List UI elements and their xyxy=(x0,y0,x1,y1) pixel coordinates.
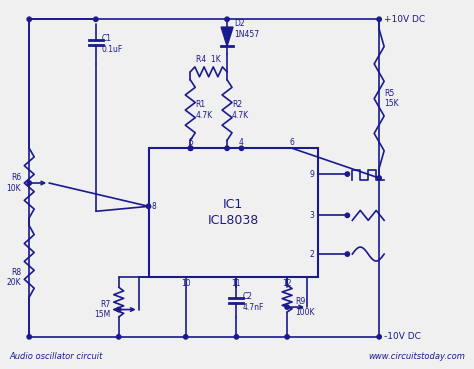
Circle shape xyxy=(234,335,238,339)
Text: D2
1N457: D2 1N457 xyxy=(234,19,259,39)
Text: Audio oscillator circuit: Audio oscillator circuit xyxy=(9,352,103,361)
Circle shape xyxy=(117,307,121,312)
Circle shape xyxy=(377,17,382,21)
Circle shape xyxy=(345,213,349,218)
Text: R7
15M: R7 15M xyxy=(94,300,111,319)
Polygon shape xyxy=(221,27,233,46)
Text: R5
15K: R5 15K xyxy=(384,89,399,108)
Circle shape xyxy=(183,335,188,339)
Circle shape xyxy=(377,335,382,339)
Text: C1
0.1uF: C1 0.1uF xyxy=(102,34,123,54)
Circle shape xyxy=(239,146,244,151)
Text: ICL8038: ICL8038 xyxy=(208,214,259,227)
Text: 6: 6 xyxy=(290,138,295,147)
Circle shape xyxy=(27,181,31,185)
Circle shape xyxy=(285,305,289,309)
Text: -10V DC: -10V DC xyxy=(384,332,421,341)
Text: R1
4.7K: R1 4.7K xyxy=(195,100,212,120)
Text: 12: 12 xyxy=(283,279,292,288)
Circle shape xyxy=(377,176,382,180)
Text: IC1: IC1 xyxy=(223,199,243,211)
Text: +10V DC: +10V DC xyxy=(384,15,425,24)
Bar xyxy=(148,148,318,277)
Circle shape xyxy=(27,17,31,21)
Circle shape xyxy=(225,17,229,21)
Circle shape xyxy=(117,335,121,339)
Text: 11: 11 xyxy=(232,279,241,288)
Circle shape xyxy=(146,204,151,208)
Circle shape xyxy=(345,172,349,176)
Text: 5: 5 xyxy=(188,138,193,147)
Circle shape xyxy=(189,146,193,151)
Text: R9
100K: R9 100K xyxy=(295,297,315,317)
Circle shape xyxy=(225,146,229,151)
Text: R8
20K: R8 20K xyxy=(7,268,21,287)
Text: 3: 3 xyxy=(310,211,315,220)
Text: 2: 2 xyxy=(310,249,315,259)
Text: 9: 9 xyxy=(310,170,315,179)
Text: 4: 4 xyxy=(239,138,244,147)
Text: R6
10K: R6 10K xyxy=(7,173,21,193)
Text: www.circuitstoday.com: www.circuitstoday.com xyxy=(368,352,465,361)
Circle shape xyxy=(285,335,289,339)
Text: 8: 8 xyxy=(152,202,156,211)
Circle shape xyxy=(345,252,349,256)
Text: 10: 10 xyxy=(181,279,191,288)
Circle shape xyxy=(94,17,98,21)
Circle shape xyxy=(188,146,192,151)
Text: R4  1K: R4 1K xyxy=(196,55,221,64)
Text: C2
4.7nF: C2 4.7nF xyxy=(242,292,264,312)
Circle shape xyxy=(27,335,31,339)
Text: R2
4.7K: R2 4.7K xyxy=(232,100,249,120)
